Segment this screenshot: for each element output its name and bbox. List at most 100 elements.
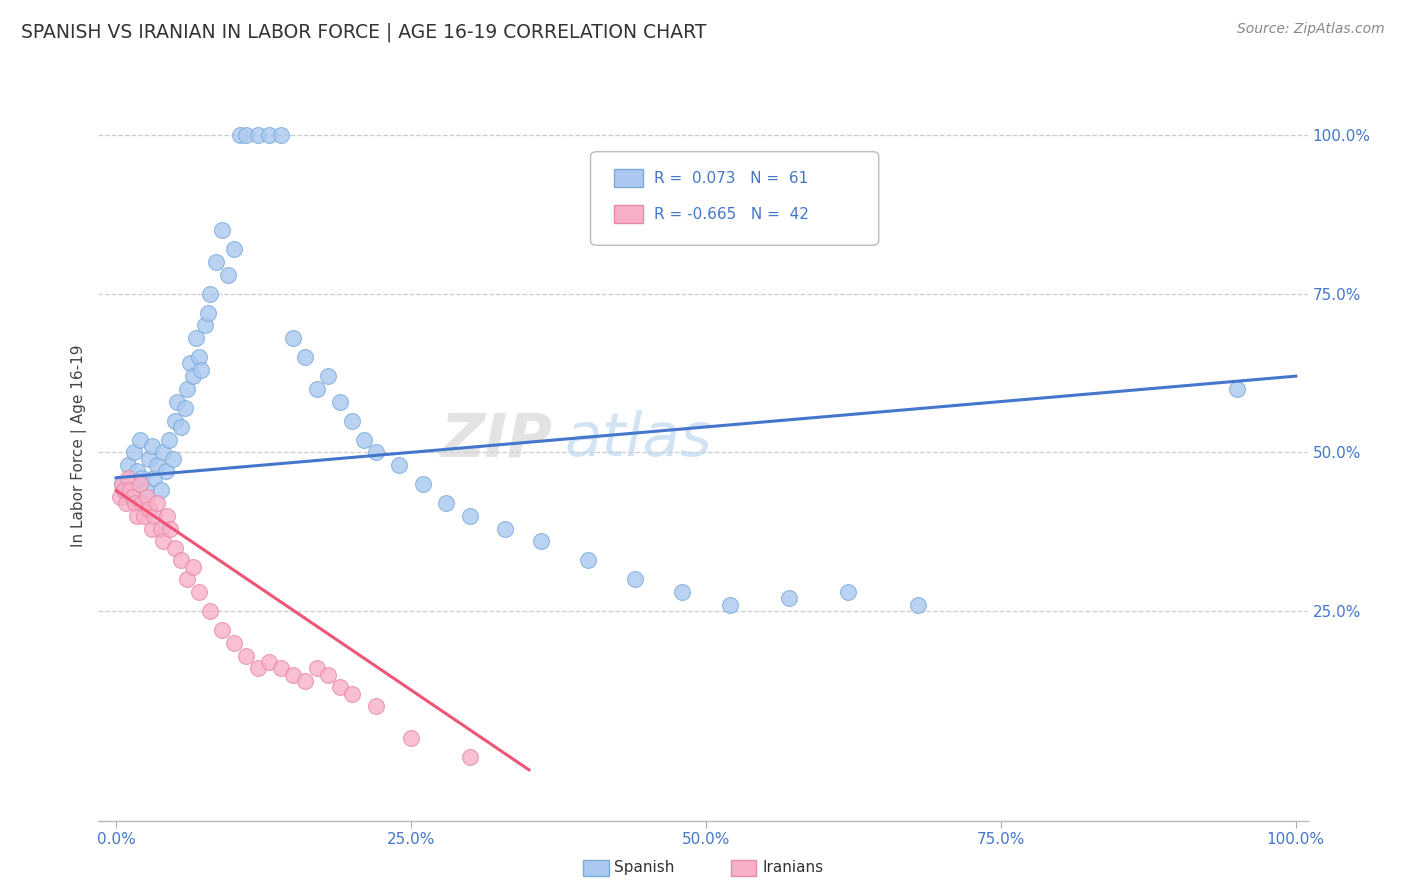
Text: Iranians: Iranians xyxy=(762,861,823,875)
Point xyxy=(270,661,292,675)
Point xyxy=(127,464,149,478)
Point xyxy=(111,477,134,491)
Point xyxy=(329,394,352,409)
Point xyxy=(157,433,180,447)
Point xyxy=(217,268,239,282)
Point xyxy=(181,369,204,384)
Point xyxy=(152,445,174,459)
Point xyxy=(128,477,150,491)
Text: Source: ZipAtlas.com: Source: ZipAtlas.com xyxy=(1237,22,1385,37)
Point xyxy=(159,522,181,536)
Point xyxy=(173,401,195,415)
Point xyxy=(229,128,252,142)
Point xyxy=(194,318,217,333)
Y-axis label: In Labor Force | Age 16-19: In Labor Force | Age 16-19 xyxy=(72,344,87,548)
Point xyxy=(141,439,163,453)
Point xyxy=(211,223,233,237)
Point xyxy=(120,483,142,498)
Point xyxy=(1226,382,1249,396)
Point xyxy=(111,477,134,491)
Point xyxy=(170,553,193,567)
Point xyxy=(108,490,131,504)
Point xyxy=(146,458,169,472)
Point xyxy=(176,572,198,586)
Text: R = -0.665   N =  42: R = -0.665 N = 42 xyxy=(654,207,808,221)
Point xyxy=(134,508,156,523)
Point xyxy=(142,471,165,485)
Point xyxy=(124,496,146,510)
Point xyxy=(364,445,387,459)
Point xyxy=(135,490,157,504)
Text: atlas: atlas xyxy=(564,410,713,469)
Point xyxy=(131,496,153,510)
Point xyxy=(340,414,363,428)
Point xyxy=(294,673,316,688)
Text: Spanish: Spanish xyxy=(614,861,675,875)
Point xyxy=(246,128,269,142)
Point xyxy=(671,585,693,599)
Point xyxy=(436,496,458,510)
Point xyxy=(135,483,157,498)
Point xyxy=(149,483,172,498)
Point xyxy=(305,382,328,396)
Point xyxy=(294,350,316,364)
Point xyxy=(165,414,187,428)
Point xyxy=(190,363,212,377)
Point xyxy=(187,350,209,364)
Point xyxy=(388,458,411,472)
Point xyxy=(318,667,340,681)
Point xyxy=(399,731,422,745)
Point xyxy=(131,471,153,485)
Point xyxy=(270,128,292,142)
Point xyxy=(142,508,165,523)
Point xyxy=(117,471,139,485)
Point xyxy=(141,522,163,536)
Point xyxy=(117,458,139,472)
Point xyxy=(318,369,340,384)
Point xyxy=(494,522,516,536)
Point xyxy=(329,681,352,695)
Point xyxy=(170,420,193,434)
Point xyxy=(205,255,228,269)
Point xyxy=(907,598,929,612)
Point xyxy=(353,433,375,447)
Point xyxy=(305,661,328,675)
Point xyxy=(281,667,304,681)
Point xyxy=(165,541,187,555)
Point xyxy=(530,534,553,549)
Text: R =  0.073   N =  61: R = 0.073 N = 61 xyxy=(654,171,808,186)
Point xyxy=(576,553,599,567)
Point xyxy=(166,394,188,409)
Point xyxy=(156,508,179,523)
Point xyxy=(259,655,281,669)
Point xyxy=(211,623,233,637)
Point xyxy=(128,433,150,447)
Point xyxy=(146,496,169,510)
Point xyxy=(235,128,257,142)
Point xyxy=(152,534,174,549)
Point xyxy=(122,445,145,459)
Text: ZIP: ZIP xyxy=(440,410,553,469)
Point xyxy=(181,559,204,574)
Point xyxy=(624,572,647,586)
Point xyxy=(340,687,363,701)
Point xyxy=(197,306,219,320)
Point xyxy=(186,331,208,345)
Point xyxy=(200,604,222,618)
Point xyxy=(778,591,800,606)
Text: SPANISH VS IRANIAN IN LABOR FORCE | AGE 16-19 CORRELATION CHART: SPANISH VS IRANIAN IN LABOR FORCE | AGE … xyxy=(21,22,707,42)
Point xyxy=(138,451,160,466)
Point xyxy=(120,490,142,504)
Point xyxy=(364,699,387,714)
Point xyxy=(246,661,269,675)
Point xyxy=(458,508,481,523)
Point xyxy=(222,636,245,650)
Point xyxy=(155,464,177,478)
Point xyxy=(281,331,304,345)
Point xyxy=(162,451,184,466)
Point xyxy=(412,477,434,491)
Point xyxy=(458,750,481,764)
Point xyxy=(235,648,257,663)
Point xyxy=(127,508,149,523)
Point xyxy=(718,598,741,612)
